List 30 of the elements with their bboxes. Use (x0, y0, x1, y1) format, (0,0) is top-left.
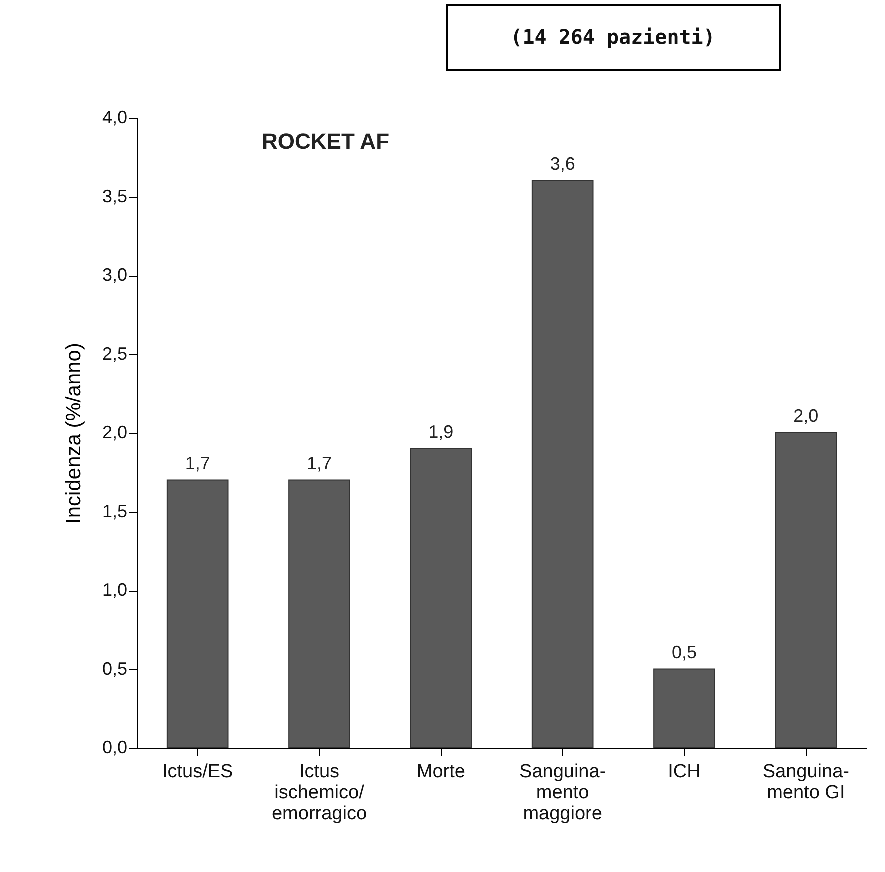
bar (288, 480, 350, 748)
data-label: 0,5 (672, 642, 698, 662)
y-tick-label: 3,0 (102, 265, 128, 285)
data-label: 2,0 (794, 406, 819, 426)
x-tick-label: ICH (668, 762, 701, 782)
bar (654, 668, 716, 748)
x-tick-label: Sanguina- mento maggiore (520, 762, 606, 824)
x-tick-label: Ictus ischemico/ emorragico (272, 762, 368, 824)
y-tick-label: 1,0 (102, 580, 128, 600)
x-tick-label: Morte (416, 762, 466, 782)
bar (775, 432, 838, 748)
y-tick-label: 3,5 (102, 186, 128, 206)
x-tick-label: Ictus/ES (162, 762, 234, 782)
x-tick-label: Sanguina- mento GI (762, 762, 850, 804)
y-tick-label: 2,0 (102, 422, 128, 442)
y-axis-title: Incidenza (%/anno) (62, 343, 86, 524)
text: (14 264 pazienti) (510, 25, 716, 49)
bar (532, 180, 594, 748)
y-tick-label: 1,5 (102, 501, 128, 522)
bar (410, 448, 472, 748)
text: ROCKET AF (262, 129, 390, 154)
data-label: 1,9 (428, 422, 454, 442)
data-label: 3,6 (550, 154, 576, 174)
data-label: 1,7 (185, 453, 210, 474)
y-tick-label: 0,0 (102, 738, 128, 758)
data-label: 1,7 (306, 453, 332, 474)
bar (166, 480, 229, 748)
y-tick-label: 4,0 (102, 108, 128, 128)
y-tick-label: 0,5 (102, 658, 128, 679)
y-tick-label: 2,5 (102, 344, 128, 364)
